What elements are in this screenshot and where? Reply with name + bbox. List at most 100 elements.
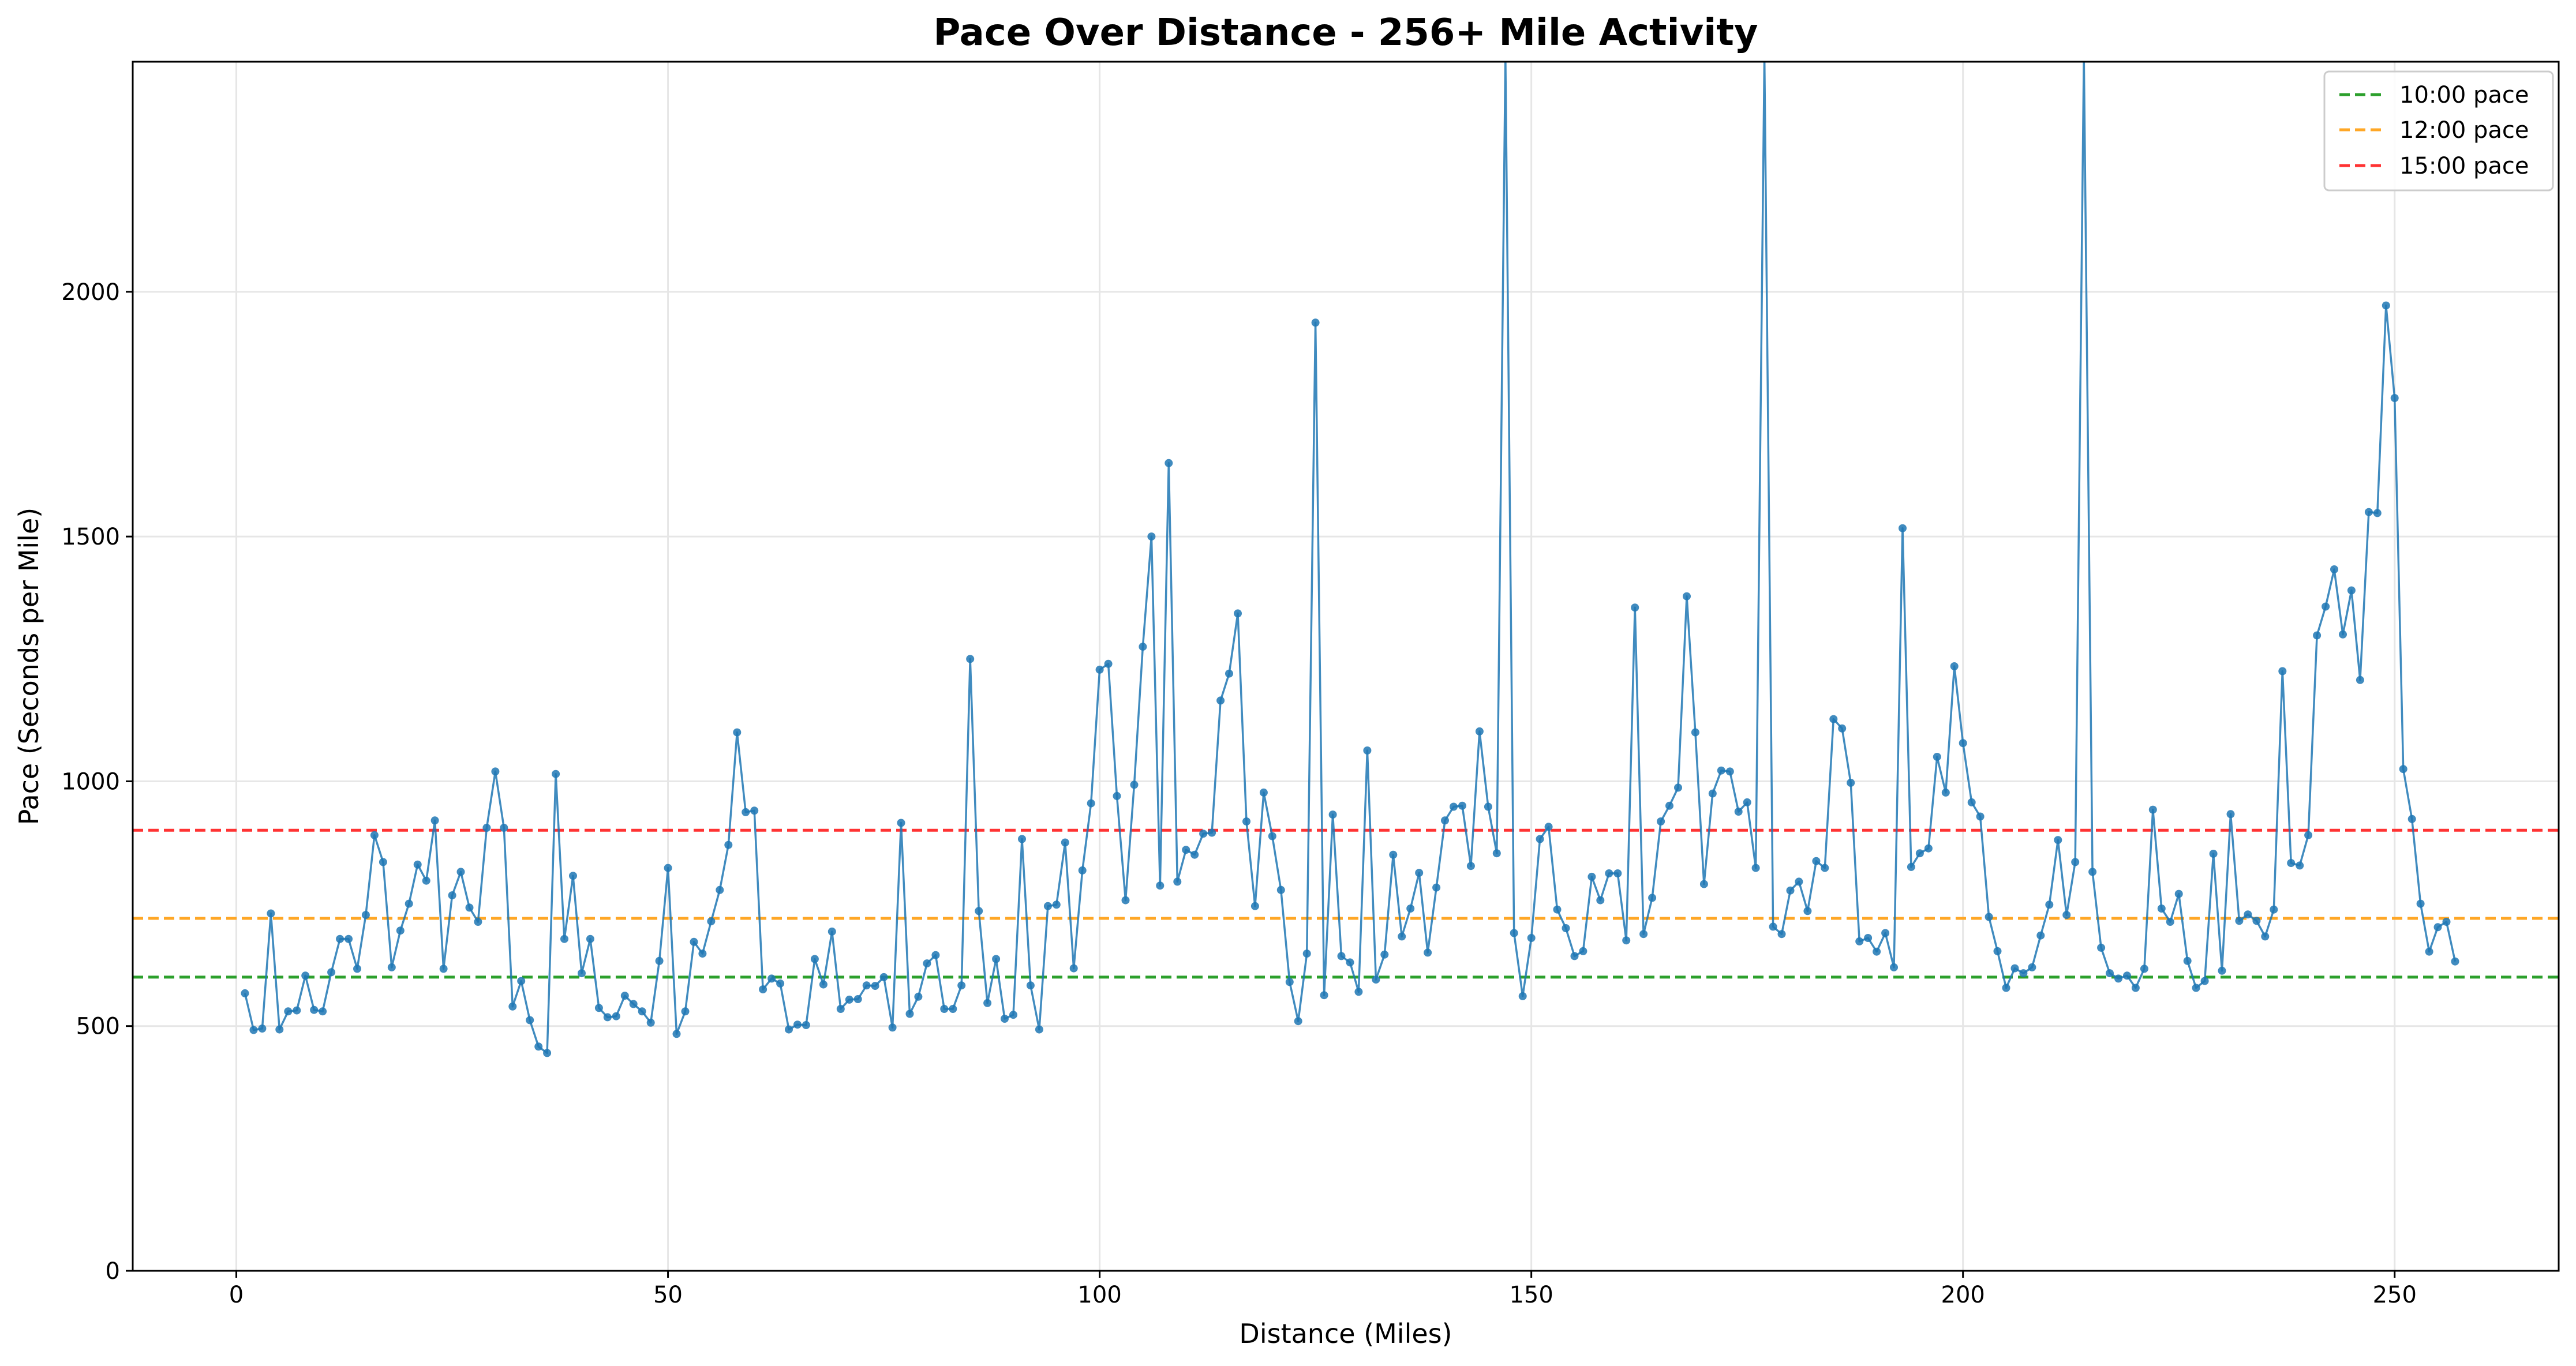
pace-point bbox=[1182, 846, 1190, 854]
y-tick-label: 500 bbox=[76, 1014, 120, 1040]
pace-point bbox=[1734, 808, 1743, 816]
pace-point bbox=[1985, 913, 1993, 921]
legend: 10:00 pace 12:00 pace 15:00 pace bbox=[2323, 70, 2554, 192]
pace-point bbox=[319, 1007, 327, 1016]
y-tick-label: 2000 bbox=[61, 279, 120, 306]
y-tick-label: 1000 bbox=[61, 768, 120, 795]
pace-point bbox=[2296, 861, 2304, 870]
pace-point bbox=[2382, 301, 2390, 310]
pace-point bbox=[2010, 964, 2019, 973]
pace-point bbox=[1458, 801, 1466, 810]
pace-point bbox=[2347, 586, 2356, 595]
pace-point bbox=[1424, 948, 1432, 957]
pace-point bbox=[1346, 958, 1354, 967]
pace-point bbox=[1276, 885, 1285, 894]
pace-point bbox=[983, 999, 992, 1007]
pace-point bbox=[586, 935, 594, 943]
pace-point bbox=[2131, 984, 2140, 992]
pace-point bbox=[1933, 753, 1941, 761]
pace-point bbox=[387, 963, 396, 971]
pace-point bbox=[2433, 923, 2442, 932]
pace-point bbox=[1035, 1025, 1043, 1034]
pace-point bbox=[526, 1016, 534, 1024]
pace-point bbox=[1018, 835, 1026, 843]
pace-point bbox=[819, 980, 828, 989]
pace-point bbox=[2304, 831, 2313, 839]
pace-point bbox=[1190, 850, 1199, 859]
pace-point bbox=[793, 1020, 802, 1029]
pace-point bbox=[1821, 864, 1829, 872]
pace-point bbox=[2244, 910, 2252, 919]
pace-point bbox=[456, 868, 465, 876]
pace-point bbox=[620, 992, 629, 1000]
pace-point bbox=[482, 824, 491, 832]
pace-point bbox=[370, 831, 379, 839]
pace-point bbox=[1613, 869, 1622, 877]
pace-point bbox=[2166, 918, 2174, 926]
pace-point bbox=[1302, 950, 1311, 958]
pace-point bbox=[1259, 788, 1268, 797]
pace-point bbox=[733, 728, 742, 737]
pace-point bbox=[249, 1026, 258, 1034]
pace-point bbox=[931, 951, 940, 959]
pace-point bbox=[1121, 896, 1130, 905]
pace-point bbox=[2399, 765, 2407, 774]
pace-point bbox=[1043, 902, 1052, 910]
pace-point bbox=[1354, 988, 1363, 996]
pace-point bbox=[1648, 894, 1657, 902]
pace-point bbox=[1795, 877, 1803, 886]
x-axis-label: Distance (Miles) bbox=[1239, 1318, 1452, 1349]
pace-point bbox=[1001, 1015, 1009, 1023]
pace-point bbox=[353, 965, 361, 973]
pace-point bbox=[879, 973, 888, 981]
pace-point bbox=[1950, 662, 1959, 670]
pace-point bbox=[1708, 789, 1717, 798]
legend-label-10min: 10:00 pace bbox=[2399, 82, 2529, 108]
pace-point bbox=[465, 903, 474, 912]
pace-point bbox=[2451, 957, 2459, 966]
pace-point bbox=[1829, 715, 1838, 723]
pace-point bbox=[578, 969, 586, 978]
pace-point bbox=[1873, 947, 1881, 956]
pace-point bbox=[1156, 881, 1165, 890]
pace-point bbox=[448, 891, 456, 900]
pace-point bbox=[914, 992, 923, 1001]
pace-point bbox=[1890, 963, 1898, 971]
pace-point bbox=[603, 1013, 612, 1022]
pace-point bbox=[1165, 459, 1173, 467]
pace-point bbox=[275, 1025, 284, 1034]
pace-point bbox=[2442, 918, 2451, 926]
pace-point bbox=[2226, 810, 2235, 819]
pace-point bbox=[742, 808, 750, 816]
pace-point bbox=[1095, 665, 1104, 674]
pace-point bbox=[1242, 817, 1250, 825]
pace-point bbox=[828, 927, 836, 936]
pace-point bbox=[241, 989, 249, 997]
pace-point bbox=[439, 965, 448, 973]
pace-point bbox=[681, 1007, 690, 1016]
pace-point bbox=[1173, 877, 1182, 886]
pace-point bbox=[2088, 868, 2097, 876]
pace-point bbox=[690, 937, 698, 946]
pace-point bbox=[1363, 746, 1372, 755]
y-tick-label: 1500 bbox=[61, 524, 120, 550]
pace-point bbox=[1450, 802, 1458, 811]
series bbox=[241, 62, 2459, 1057]
legend-label-12min: 12:00 pace bbox=[2399, 117, 2529, 144]
legend-label-15min: 15:00 pace bbox=[2399, 153, 2529, 179]
pace-point bbox=[1665, 801, 1673, 810]
pace-point bbox=[1069, 964, 1078, 973]
x-tick-label: 250 bbox=[2373, 1282, 2417, 1308]
pace-point bbox=[2028, 963, 2036, 971]
pace-point bbox=[2123, 971, 2131, 980]
pace-point bbox=[1026, 981, 1035, 990]
pace-point bbox=[474, 918, 482, 926]
pace-point bbox=[1311, 318, 1320, 327]
pace-point bbox=[543, 1049, 552, 1057]
pace-point bbox=[1622, 936, 1631, 945]
pace-point bbox=[1216, 696, 1225, 705]
pace-point bbox=[1518, 992, 1527, 1000]
pace-point bbox=[776, 979, 785, 988]
